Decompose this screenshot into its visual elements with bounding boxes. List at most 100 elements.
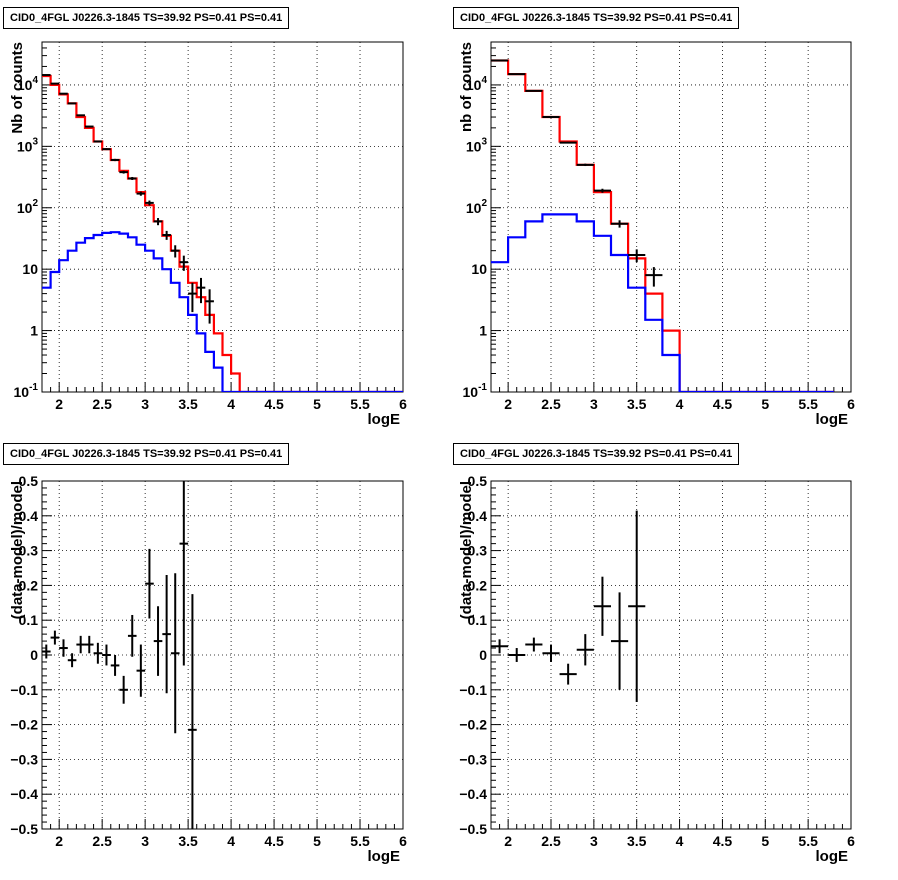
x-tick-label: 4.5 [713,396,733,412]
data-point [162,575,171,693]
x-tick-label: 2 [504,833,512,849]
x-tick-label: 5 [313,396,321,412]
x-tick-label: 4 [676,396,684,412]
data-point [525,91,542,92]
x-tick-label: 3.5 [627,396,647,412]
y-tick-label: −0.1 [10,682,38,698]
data-point [188,283,197,312]
data-point [560,142,577,144]
y-tick-label: 10 [22,261,38,277]
y-tick-label: −0.4 [10,786,38,802]
data-point [577,164,594,166]
y-tick-label: 10 [471,261,487,277]
histogram-step-line [42,232,403,392]
data-point [102,645,111,666]
x-tick-label: 5.5 [350,396,370,412]
y-axis-label: Nb of counts [9,42,26,134]
x-tick-label: 2.5 [541,833,561,849]
data-layer [491,60,834,392]
x-tick-label: 4 [227,833,235,849]
y-tick-label: 0 [479,647,487,663]
data-point [188,594,197,829]
data-point [76,115,85,116]
data-point [111,655,120,676]
data-point [94,643,103,664]
grid [491,481,851,829]
data-point [154,218,163,225]
plot-frame [491,42,851,392]
y-tick-label: −0.1 [459,682,487,698]
data-point [594,577,611,636]
x-tick-label: 6 [847,833,855,849]
y-tick-label: 1 [479,323,487,339]
data-point [542,645,559,662]
y-tick-label: −0.5 [10,821,38,837]
x-tick-label: 5.5 [350,833,370,849]
data-point [51,83,60,84]
data-point [180,481,189,665]
x-tick-label: 4.5 [264,396,284,412]
x-tick-label: 2 [55,396,63,412]
x-tick-label: 2 [55,833,63,849]
y-tick-label: 10-1 [14,382,39,400]
x-tick-label: 3 [141,396,149,412]
data-point [180,256,189,271]
data-point [59,93,68,94]
data-point [68,653,77,667]
x-tick-label: 4.5 [264,833,284,849]
data-point [94,141,103,143]
y-tick-label: −0.4 [459,786,487,802]
data-point [525,638,542,652]
x-tick-label: 2.5 [92,396,112,412]
data-layer [42,75,403,392]
plot-title: CID0_4FGL J0226.3-1845 TS=39.92 PS=0.41 … [453,443,739,465]
x-tick-label: 5 [761,833,769,849]
y-tick-label: 0 [30,647,38,663]
data-point [119,676,128,704]
data-point [542,117,559,118]
data-point [76,636,85,653]
y-tick-label: 102 [17,198,39,216]
data-point [85,636,94,653]
data-point [197,278,206,303]
x-tick-label: 4 [676,833,684,849]
data-layer [42,481,197,829]
y-tick-label: 1 [30,323,38,339]
y-axis-label: (data-model)/model [9,481,26,619]
x-tick-label: 5 [761,396,769,412]
y-tick-label: −0.3 [459,751,487,767]
y-tick-label: 103 [466,136,488,154]
plot-title: CID0_4FGL J0226.3-1845 TS=39.92 PS=0.41 … [453,7,739,29]
x-tick-label: 4.5 [713,833,733,849]
x-tick-label: 3 [141,833,149,849]
x-axis-label: logE [816,411,849,428]
data-point [111,159,120,161]
y-tick-label: 102 [466,198,488,216]
x-axis-label: logE [368,411,401,428]
grid [491,42,851,392]
x-tick-label: 6 [399,396,407,412]
data-point [85,126,94,127]
data-point [102,148,111,150]
x-tick-label: 5 [313,833,321,849]
data-point [628,511,645,702]
data-point [508,648,525,662]
data-point [171,245,180,257]
data-point [611,220,628,227]
data-point [560,664,577,685]
x-tick-label: 3.5 [178,396,198,412]
x-tick-label: 3 [590,396,598,412]
data-point [128,615,137,657]
y-tick-label: 10-1 [463,382,488,400]
data-point [137,645,146,697]
data-point [162,231,171,240]
x-tick-label: 5.5 [798,833,818,849]
y-tick-label: 103 [17,136,39,154]
